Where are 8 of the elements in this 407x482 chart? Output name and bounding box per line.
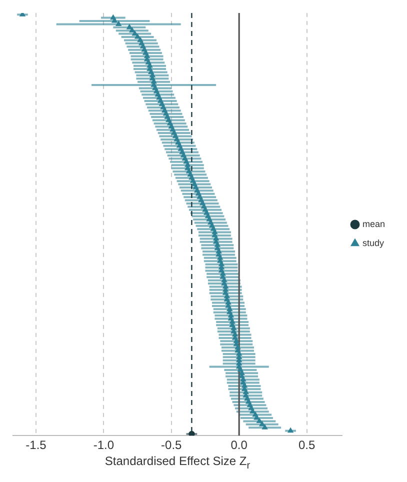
x-axis-title: Standardised Effect Size Z$_{r}$: [104, 454, 252, 472]
legend-label: mean: [362, 218, 385, 229]
x-tick-label: 0.5: [298, 438, 316, 452]
x-tick-label: -1.5: [26, 438, 47, 452]
x-tick-label: 0.0: [230, 438, 248, 452]
legend-label: study: [362, 238, 384, 248]
x-tick-label: -0.5: [161, 438, 182, 452]
x-tick-label: -1.0: [93, 438, 114, 452]
